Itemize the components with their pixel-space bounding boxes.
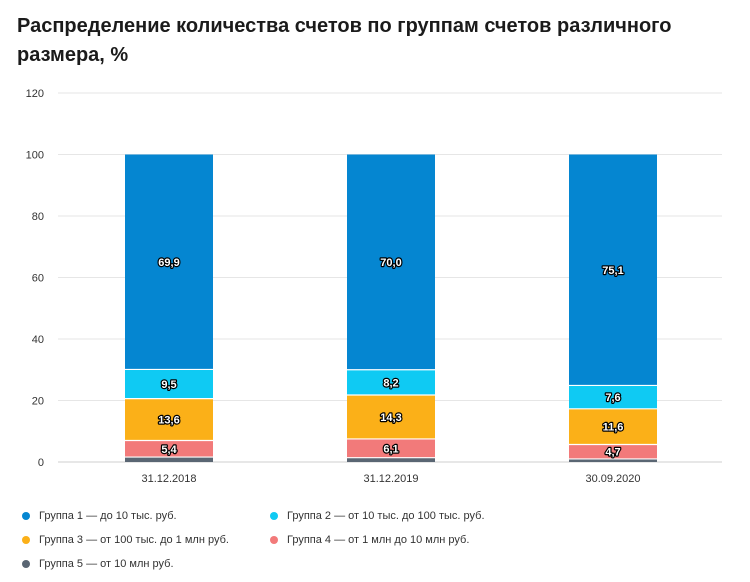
bar-segment <box>569 444 657 459</box>
y-tick-label: 120 <box>26 88 44 100</box>
y-tick-label: 40 <box>32 334 44 346</box>
data-label: 14,3 <box>380 412 401 424</box>
data-label: 70,0 <box>380 257 401 269</box>
data-label: 8,2 <box>383 377 398 389</box>
y-tick-label: 80 <box>32 211 44 223</box>
bar-segment <box>125 440 213 458</box>
x-category-label: 30.09.2020 <box>585 473 640 485</box>
x-category-label: 31.12.2018 <box>141 473 196 485</box>
legend-label: Группа 5 — от 10 млн руб. <box>39 558 174 570</box>
bar-segment <box>347 154 435 370</box>
y-tick-label: 60 <box>32 273 44 285</box>
legend-label: Группа 2 — от 10 тыс. до 100 тыс. руб. <box>287 510 485 522</box>
legend-swatch <box>22 536 30 544</box>
data-label: 7,6 <box>605 392 620 404</box>
legend-item: Группа 4 — от 1 млн до 10 млн руб. <box>270 534 469 546</box>
bar-segment <box>347 369 435 395</box>
bar-segment <box>347 457 435 462</box>
bar-segment <box>125 154 213 370</box>
y-tick-label: 0 <box>38 457 44 469</box>
legend-swatch <box>22 512 30 520</box>
data-label: 4,7 <box>605 447 620 459</box>
x-category-label: 31.12.2019 <box>363 473 418 485</box>
data-label: 6,1 <box>383 443 398 455</box>
bar-segment <box>347 438 435 458</box>
legend-item: Группа 2 — от 10 тыс. до 100 тыс. руб. <box>270 510 485 522</box>
data-label: 11,6 <box>603 422 624 434</box>
bar-segment <box>569 154 657 386</box>
data-label: 75,1 <box>602 265 623 277</box>
bar-segment <box>569 385 657 409</box>
data-label: 5,4 <box>161 444 177 456</box>
legend-item: Группа 5 — от 10 млн руб. <box>22 558 174 570</box>
legend-swatch <box>270 536 278 544</box>
bar-segment <box>125 457 213 462</box>
bar-segment <box>125 398 213 441</box>
bar-segment <box>569 458 657 462</box>
legend-item: Группа 3 — от 100 тыс. до 1 млн руб. <box>22 534 229 546</box>
y-tick-label: 100 <box>26 150 44 162</box>
legend-label: Группа 1 — до 10 тыс. руб. <box>39 510 177 522</box>
legend-swatch <box>22 560 30 568</box>
bar-segment <box>125 369 213 399</box>
chart-title: Распределение количества счетов по групп… <box>17 15 672 66</box>
legend-label: Группа 4 — от 1 млн до 10 млн руб. <box>287 534 470 546</box>
bar-segment <box>569 408 657 445</box>
legend-item: Группа 1 — до 10 тыс. руб. <box>22 510 177 522</box>
legend-label: Группа 3 — от 100 тыс. до 1 млн руб. <box>39 534 229 546</box>
data-label: 69,9 <box>158 257 179 269</box>
bar-segment <box>347 394 435 439</box>
y-tick-label: 20 <box>32 396 44 408</box>
legend-swatch <box>270 512 278 520</box>
data-label: 9,5 <box>161 379 176 391</box>
data-label: 13,6 <box>158 415 179 427</box>
stacked-bar-chart: 0 20 40 60 80 100 120 5,4 13,6 9,5 69,9 31.12.2018 6… <box>26 88 722 485</box>
